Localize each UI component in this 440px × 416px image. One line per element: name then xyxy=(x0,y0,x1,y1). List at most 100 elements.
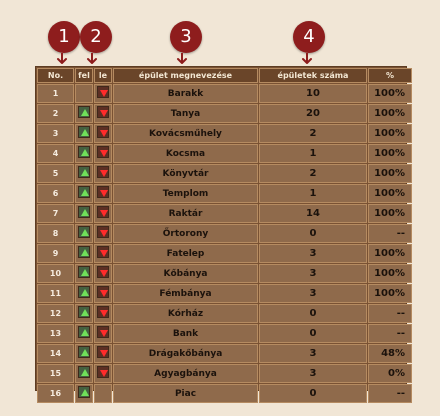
building-count: 2 xyxy=(259,124,367,143)
move-up-button[interactable] xyxy=(78,146,90,158)
move-up-button[interactable] xyxy=(78,306,90,318)
arrow-down-icon-2 xyxy=(87,53,97,64)
down-cell xyxy=(94,264,112,283)
move-down-button[interactable] xyxy=(97,326,109,338)
move-down-button[interactable] xyxy=(97,226,109,238)
table-row: 10 Kőbánya 3 100% xyxy=(37,264,412,283)
up-cell xyxy=(75,144,93,163)
building-count: 0 xyxy=(259,224,367,243)
building-count: 3 xyxy=(259,264,367,283)
arrow-down-icon-1 xyxy=(57,53,67,64)
down-cell xyxy=(94,84,112,103)
move-down-button[interactable] xyxy=(97,186,109,198)
building-count: 3 xyxy=(259,284,367,303)
up-cell xyxy=(75,84,93,103)
move-down-button[interactable] xyxy=(97,246,109,258)
marker-2: 2 xyxy=(80,21,112,53)
move-up-button[interactable] xyxy=(78,166,90,178)
row-number: 16 xyxy=(37,384,74,403)
table-row: 12 Kórház 0 -- xyxy=(37,304,412,323)
marker-4: 4 xyxy=(293,21,325,53)
table-row: 9 Fatelep 3 100% xyxy=(37,244,412,263)
move-up-button[interactable] xyxy=(78,346,90,358)
building-percent: -- xyxy=(368,384,412,403)
move-up-button[interactable] xyxy=(78,386,90,398)
header-name: épület megnevezése xyxy=(113,68,258,83)
building-name: Fémbánya xyxy=(113,284,258,303)
building-count: 14 xyxy=(259,204,367,223)
table-row: 7 Raktár 14 100% xyxy=(37,204,412,223)
move-up-button[interactable] xyxy=(78,366,90,378)
up-cell xyxy=(75,164,93,183)
building-name: Drágakőbánya xyxy=(113,344,258,363)
move-down-button[interactable] xyxy=(97,86,109,98)
up-cell xyxy=(75,204,93,223)
up-cell xyxy=(75,224,93,243)
building-percent: 100% xyxy=(368,284,412,303)
building-percent: 100% xyxy=(368,244,412,263)
move-down-button[interactable] xyxy=(97,366,109,378)
building-count: 1 xyxy=(259,144,367,163)
table-row: 5 Könyvtár 2 100% xyxy=(37,164,412,183)
move-up-button[interactable] xyxy=(78,286,90,298)
move-down-button[interactable] xyxy=(97,306,109,318)
move-up-button[interactable] xyxy=(78,266,90,278)
up-cell xyxy=(75,344,93,363)
header-percent: % xyxy=(368,68,412,83)
building-percent: 100% xyxy=(368,144,412,163)
arrow-down-icon-4 xyxy=(302,53,312,64)
up-cell xyxy=(75,364,93,383)
down-cell xyxy=(94,124,112,143)
table-header-row: No. fel le épület megnevezése épületek s… xyxy=(37,68,412,83)
move-down-button[interactable] xyxy=(97,126,109,138)
down-cell xyxy=(94,164,112,183)
building-percent: -- xyxy=(368,224,412,243)
move-up-button[interactable] xyxy=(78,226,90,238)
marker-1-label: 1 xyxy=(58,26,70,47)
building-count: 1 xyxy=(259,184,367,203)
move-up-button[interactable] xyxy=(78,326,90,338)
building-percent: 48% xyxy=(368,344,412,363)
building-table-panel: No. fel le épület megnevezése épületek s… xyxy=(35,66,412,403)
building-name: Bank xyxy=(113,324,258,343)
move-down-button[interactable] xyxy=(97,166,109,178)
down-cell xyxy=(94,344,112,363)
move-down-button[interactable] xyxy=(97,266,109,278)
up-cell xyxy=(75,304,93,323)
move-up-button[interactable] xyxy=(78,186,90,198)
header-down: le xyxy=(94,68,112,83)
move-up-button[interactable] xyxy=(78,246,90,258)
building-count: 0 xyxy=(259,304,367,323)
table-body: 1 Barakk 10 100% 2 Tanya 20 100% 3 Kovácsműhely 2 1… xyxy=(37,84,412,403)
building-name: Kőbánya xyxy=(113,264,258,283)
move-down-button[interactable] xyxy=(97,146,109,158)
building-count: 3 xyxy=(259,244,367,263)
move-up-button[interactable] xyxy=(78,126,90,138)
move-up-button[interactable] xyxy=(78,106,90,118)
table-row: 14 Drágakőbánya 3 48% xyxy=(37,344,412,363)
building-name: Kocsma xyxy=(113,144,258,163)
header-no: No. xyxy=(37,68,74,83)
building-name: Piac xyxy=(113,384,258,403)
row-number: 2 xyxy=(37,104,74,123)
building-percent: 0% xyxy=(368,364,412,383)
building-table: No. fel le épület megnevezése épületek s… xyxy=(36,67,413,404)
move-down-button[interactable] xyxy=(97,286,109,298)
marker-2-label: 2 xyxy=(90,26,102,47)
marker-3: 3 xyxy=(170,21,202,53)
table-row: 8 Őrtorony 0 -- xyxy=(37,224,412,243)
up-cell xyxy=(75,104,93,123)
building-name: Templom xyxy=(113,184,258,203)
up-cell xyxy=(75,284,93,303)
building-name: Raktár xyxy=(113,204,258,223)
up-cell xyxy=(75,264,93,283)
table-row: 15 Agyagbánya 3 0% xyxy=(37,364,412,383)
move-down-button[interactable] xyxy=(97,346,109,358)
move-down-button[interactable] xyxy=(97,106,109,118)
move-up-button[interactable] xyxy=(78,206,90,218)
move-down-button[interactable] xyxy=(97,206,109,218)
building-name: Kórház xyxy=(113,304,258,323)
row-number: 13 xyxy=(37,324,74,343)
up-cell xyxy=(75,384,93,403)
table-row: 6 Templom 1 100% xyxy=(37,184,412,203)
